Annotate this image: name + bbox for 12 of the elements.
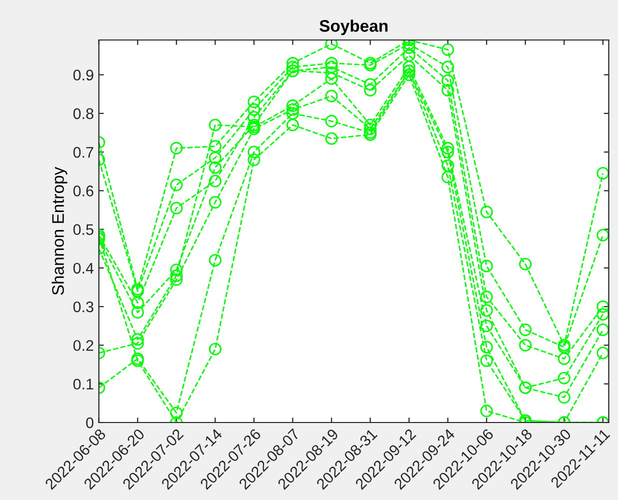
y-tick-label: 0.4 (73, 262, 94, 274)
y-tick-label: 0 (86, 417, 94, 428)
y-tick-label: 0.5 (73, 224, 94, 236)
y-tick-label: 0.7 (73, 146, 94, 158)
y-tick-label: 0.9 (73, 70, 94, 80)
y-tick-label: 0.1 (73, 378, 94, 390)
y-tick-label: 0.2 (73, 340, 94, 351)
y-tick-label: 0.3 (73, 301, 94, 312)
y-tick-label: 0.6 (73, 186, 94, 196)
chart-title: Soybean (320, 20, 388, 36)
y-axis-title: Shannon Entropy (52, 166, 68, 295)
y-tick-label: 0.8 (73, 108, 94, 120)
